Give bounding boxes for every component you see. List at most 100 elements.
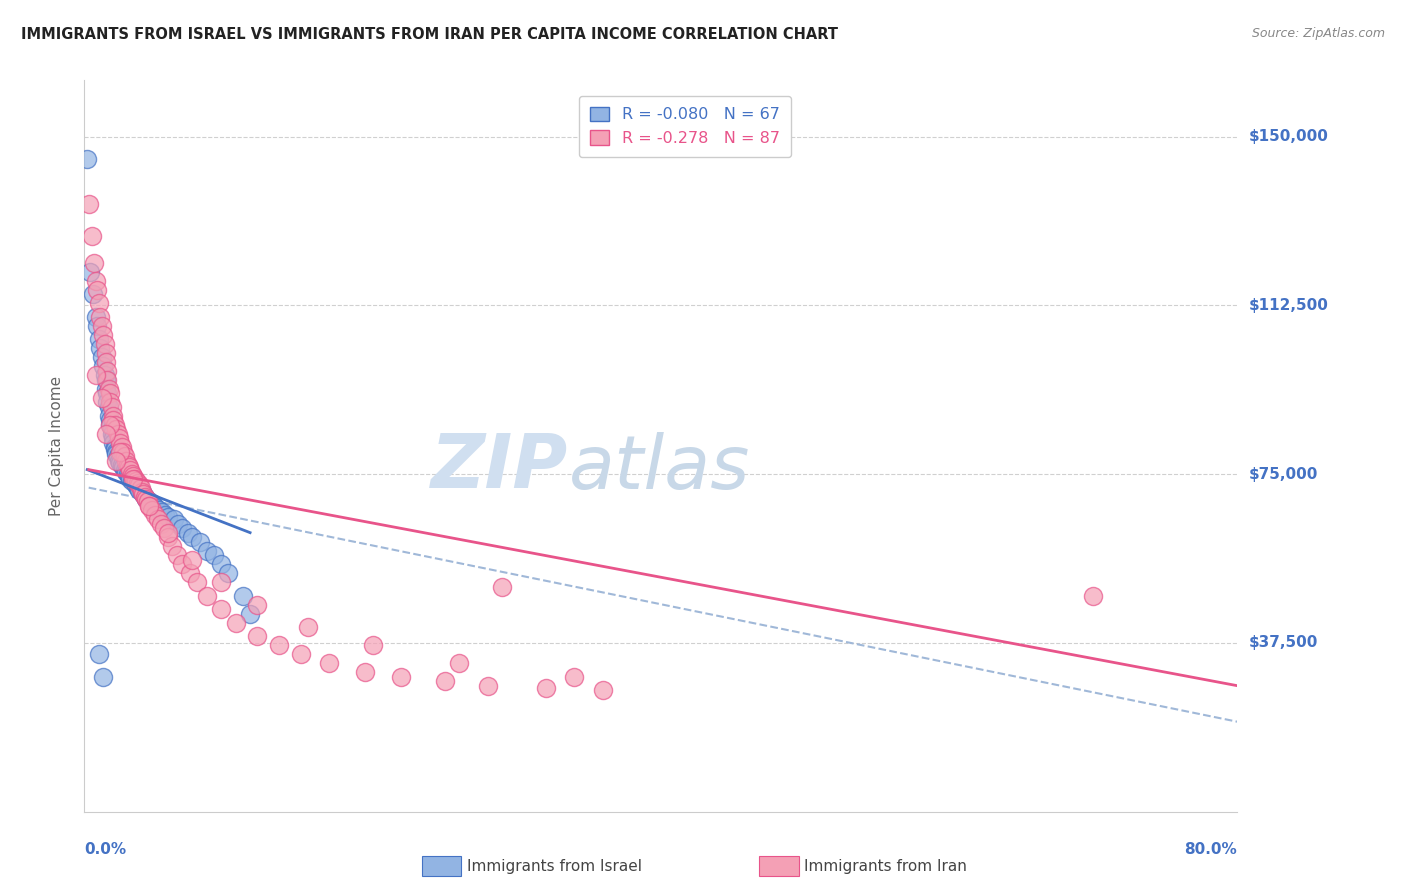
Point: [162, 539, 184, 553]
Point: [156, 525, 179, 540]
Point: [135, 491, 157, 506]
Point: [218, 566, 240, 581]
Point: [188, 534, 211, 549]
Point: [83, 255, 105, 269]
Text: 80.0%: 80.0%: [1184, 842, 1237, 857]
Point: [128, 478, 150, 492]
Point: [111, 458, 134, 472]
Point: [108, 431, 131, 445]
Point: [124, 472, 146, 486]
Point: [145, 500, 167, 515]
Point: [290, 647, 312, 661]
Point: [84, 274, 107, 288]
Point: [166, 548, 188, 562]
Point: [107, 426, 129, 441]
Point: [135, 491, 157, 506]
Point: [121, 467, 143, 482]
Point: [209, 557, 232, 571]
Point: [84, 368, 107, 383]
Point: [79, 264, 101, 278]
Point: [152, 521, 174, 535]
Point: [153, 508, 176, 522]
Point: [131, 485, 153, 500]
Point: [98, 386, 121, 401]
Point: [163, 512, 186, 526]
Point: [100, 426, 122, 441]
Point: [96, 395, 118, 409]
Point: [105, 453, 128, 467]
Point: [91, 327, 114, 342]
Text: $75,000: $75,000: [1249, 467, 1317, 482]
Point: [127, 481, 149, 495]
Point: [127, 476, 149, 491]
Point: [97, 382, 120, 396]
Point: [90, 391, 112, 405]
Point: [94, 382, 117, 396]
Point: [89, 341, 111, 355]
Point: [136, 494, 159, 508]
Point: [195, 543, 218, 558]
Point: [110, 456, 132, 470]
Text: $150,000: $150,000: [1249, 129, 1329, 144]
Point: [118, 460, 141, 475]
Point: [97, 400, 120, 414]
Point: [94, 426, 117, 441]
Point: [177, 525, 200, 540]
Point: [167, 516, 190, 531]
Point: [98, 417, 121, 432]
Point: [87, 647, 110, 661]
Point: [120, 462, 142, 476]
Point: [96, 373, 118, 387]
Text: Source: ZipAtlas.com: Source: ZipAtlas.com: [1251, 27, 1385, 40]
Point: [391, 670, 413, 684]
Point: [138, 499, 160, 513]
Point: [91, 359, 114, 373]
Point: [98, 395, 121, 409]
Point: [449, 656, 471, 670]
Point: [108, 453, 131, 467]
Point: [592, 683, 614, 698]
Point: [129, 481, 152, 495]
Point: [110, 435, 132, 450]
Point: [1083, 589, 1105, 603]
Point: [93, 336, 115, 351]
Point: [138, 499, 160, 513]
Point: [128, 483, 150, 497]
Point: [77, 197, 100, 211]
Point: [103, 435, 124, 450]
Point: [80, 228, 103, 243]
Point: [105, 447, 128, 461]
Point: [104, 440, 127, 454]
Text: IMMIGRANTS FROM ISRAEL VS IMMIGRANTS FROM IRAN PER CAPITA INCOME CORRELATION CHA: IMMIGRANTS FROM ISRAEL VS IMMIGRANTS FRO…: [21, 27, 838, 42]
Point: [87, 296, 110, 310]
Point: [141, 503, 163, 517]
Text: $112,500: $112,500: [1249, 298, 1329, 313]
Y-axis label: Per Capita Income: Per Capita Income: [49, 376, 63, 516]
Point: [132, 487, 155, 501]
Point: [134, 490, 156, 504]
Point: [104, 417, 127, 432]
Point: [156, 530, 179, 544]
Point: [181, 552, 204, 566]
Text: Immigrants from Israel: Immigrants from Israel: [467, 859, 641, 873]
Point: [246, 598, 269, 612]
Point: [122, 472, 145, 486]
Point: [225, 615, 247, 630]
Point: [107, 449, 129, 463]
Point: [94, 345, 117, 359]
Point: [143, 508, 166, 522]
Point: [112, 444, 135, 458]
Point: [115, 453, 138, 467]
Text: $37,500: $37,500: [1249, 635, 1317, 650]
Point: [112, 460, 135, 475]
Point: [84, 310, 107, 324]
Point: [98, 413, 121, 427]
Point: [433, 674, 456, 689]
Point: [141, 496, 163, 510]
Point: [90, 350, 112, 364]
Point: [477, 679, 499, 693]
Point: [110, 444, 132, 458]
Point: [96, 363, 118, 377]
Point: [97, 409, 120, 423]
Text: 0.0%: 0.0%: [84, 842, 127, 857]
